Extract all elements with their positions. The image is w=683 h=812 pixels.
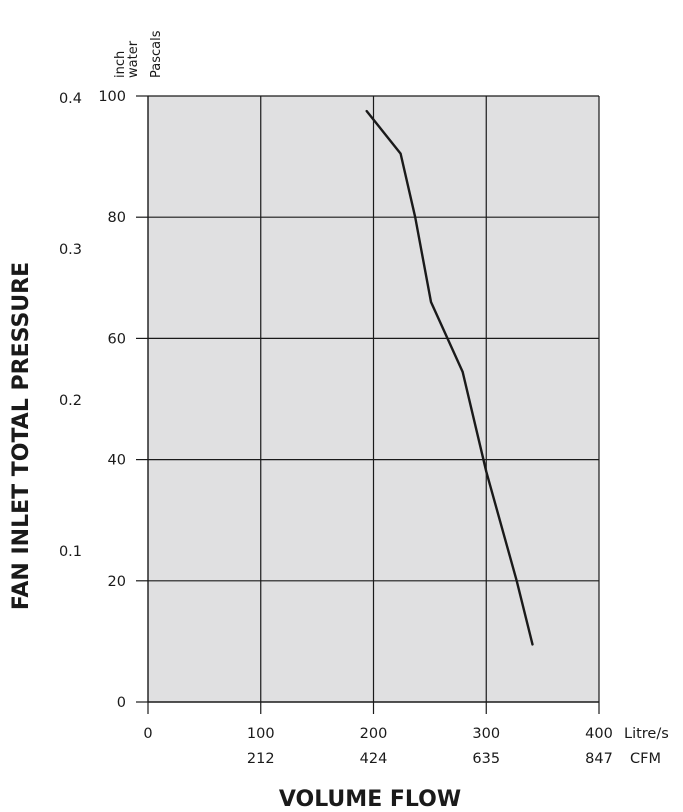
x-tick-label-secondary: 847 — [585, 751, 613, 767]
y-axis-title: FAN INLET TOTAL PRESSURE — [9, 262, 34, 610]
series-group — [365, 109, 534, 646]
y-tick-label: 60 — [108, 331, 126, 347]
x-axis-secondary-unit: CFM — [630, 751, 661, 767]
y-axis-secondary-unit-line2: water — [126, 40, 141, 78]
x-tick-label: 0 — [143, 726, 152, 742]
tick-labels: 0 100 212 200 424 300 635 400 847 0 20 40 60 80 100 0.1… — [59, 89, 613, 767]
series-line — [365, 109, 534, 646]
y-tick-label-secondary: 0.4 — [59, 91, 82, 107]
y-tick-label: 100 — [98, 89, 126, 105]
y-tick-label: 40 — [108, 453, 126, 469]
x-tick-label-secondary: 212 — [247, 751, 275, 767]
y-tick-label: 0 — [117, 695, 126, 711]
y-tick-label-secondary: 0.1 — [59, 544, 82, 560]
y-tick-label: 20 — [108, 574, 126, 590]
y-tick-label-secondary: 0.2 — [59, 393, 82, 409]
grid-lines — [148, 95, 600, 702]
x-tick-label-secondary: 424 — [360, 751, 388, 767]
x-axis-title: VOLUME FLOW — [279, 787, 461, 812]
y-axis-secondary-unit-line1: inch — [113, 51, 128, 78]
x-tick-label: 200 — [360, 726, 388, 742]
x-tick-label: 300 — [472, 726, 500, 742]
y-axis-primary-unit: Pascals — [149, 30, 164, 78]
x-tick-label: 100 — [247, 726, 275, 742]
axes — [136, 95, 600, 714]
y-tick-label: 80 — [108, 210, 126, 226]
x-tick-label-secondary: 635 — [472, 751, 500, 767]
x-tick-label: 400 — [585, 726, 613, 742]
y-tick-label-secondary: 0.3 — [59, 242, 82, 258]
x-axis-primary-unit: Litre/s — [624, 726, 669, 742]
